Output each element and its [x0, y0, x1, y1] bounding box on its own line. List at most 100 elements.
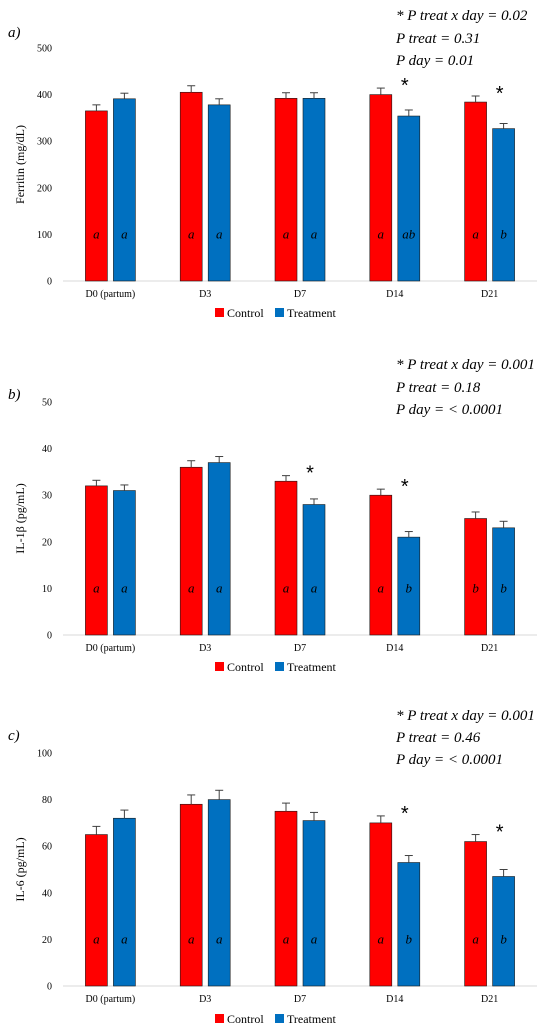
control-bar	[85, 834, 108, 987]
x-tick-label: D14	[386, 994, 403, 1005]
control-bar	[179, 91, 203, 282]
x-tick-label: D3	[199, 994, 211, 1005]
y-axis-title: IL-1β (pg/mL)	[13, 483, 27, 553]
y-tick-label: 100	[37, 749, 52, 760]
y-tick-label: 400	[37, 90, 52, 101]
significance-letter: a	[216, 226, 223, 241]
legend-treatment-swatch	[275, 1014, 284, 1023]
significance-letter: a	[121, 580, 128, 595]
legend-treatment-swatch	[275, 308, 284, 317]
control-bar	[85, 110, 108, 282]
significance-letter: a	[472, 931, 479, 946]
significance-letter: a	[283, 931, 290, 946]
significance-letter: a	[93, 931, 100, 946]
control-bar	[179, 466, 203, 636]
asterisk-marker: *	[496, 822, 504, 844]
y-tick-label: 0	[47, 982, 52, 993]
y-axis-title: IL-6 (pg/mL)	[13, 837, 27, 901]
legend-treatment-label: Treatment	[287, 660, 337, 674]
significance-letter: a	[311, 226, 318, 241]
treatment-bar	[302, 98, 326, 282]
x-tick-label: D0 (partum)	[86, 643, 136, 654]
control-bar	[274, 480, 298, 636]
significance-letter: a	[216, 580, 223, 595]
x-tick-label: D3	[199, 643, 211, 654]
significance-letter: ab	[402, 226, 416, 241]
control-bar	[274, 98, 298, 282]
legend-control-swatch	[215, 308, 224, 317]
stat-line: P treat = 0.46	[395, 730, 481, 746]
y-tick-label: 40	[42, 444, 52, 455]
stat-line: P day = < 0.0001	[395, 402, 503, 418]
significance-letter: b	[406, 931, 413, 946]
control-bar	[464, 101, 487, 282]
y-tick-label: 300	[37, 137, 52, 148]
control-bar	[369, 94, 393, 282]
significance-letter: a	[121, 226, 128, 241]
treatment-bar	[397, 862, 421, 987]
x-tick-label: D3	[199, 289, 211, 300]
y-tick-label: 40	[42, 888, 52, 899]
panel-a: a) * P treat x day = 0.02 P treat = 0.31 P …	[0, 0, 550, 332]
stat-line: P treat = 0.18	[395, 380, 481, 396]
y-tick-label: 100	[37, 230, 52, 241]
treatment-bar	[207, 104, 231, 282]
treatment-bar	[113, 490, 136, 636]
treatment-bar	[302, 820, 326, 987]
y-tick-label: 20	[42, 935, 52, 946]
control-bar	[369, 494, 393, 636]
significance-letter: a	[311, 931, 318, 946]
control-bar	[464, 518, 487, 636]
significance-letter: b	[500, 580, 507, 595]
stat-line: * P treat x day = 0.001	[396, 708, 535, 724]
il1b-chart: b) * P treat x day = 0.001 P treat = 0.18 P…	[8, 357, 537, 674]
significance-letter: b	[500, 226, 507, 241]
il6-chart: c) * P treat x day = 0.001 P treat = 0.46 P…	[8, 708, 537, 1026]
significance-letter: a	[93, 226, 100, 241]
significance-letter: a	[311, 580, 318, 595]
y-tick-label: 500	[37, 44, 52, 55]
legend-control-label: Control	[227, 1012, 264, 1026]
y-tick-label: 50	[42, 398, 52, 409]
legend-control-swatch	[215, 1014, 224, 1023]
treatment-bar	[492, 128, 515, 282]
treatment-bar	[207, 799, 231, 987]
x-tick-label: D21	[481, 643, 498, 654]
treatment-bar	[397, 536, 421, 636]
significance-letter: a	[378, 931, 385, 946]
asterisk-marker: *	[496, 83, 504, 105]
panel-label: b)	[8, 387, 21, 403]
significance-letter: a	[216, 931, 223, 946]
y-tick-label: 60	[42, 842, 52, 853]
x-tick-label: D0 (partum)	[86, 289, 136, 300]
stat-line: * P treat x day = 0.02	[396, 8, 528, 24]
significance-letter: a	[188, 580, 195, 595]
control-bar	[274, 810, 298, 987]
legend-control-label: Control	[227, 660, 264, 674]
x-tick-label: D0 (partum)	[86, 994, 136, 1005]
panel-label: a)	[8, 25, 21, 41]
legend-treatment-label: Treatment	[287, 1012, 337, 1026]
asterisk-marker: *	[401, 75, 409, 97]
y-tick-label: 200	[37, 183, 52, 194]
ferritin-chart: a) * P treat x day = 0.02 P treat = 0.31 P …	[8, 8, 537, 320]
y-tick-label: 0	[47, 631, 52, 642]
asterisk-marker: *	[401, 803, 409, 825]
significance-letter: b	[406, 580, 413, 595]
treatment-bar	[113, 817, 136, 987]
significance-letter: a	[472, 226, 479, 241]
legend-treatment-label: Treatment	[287, 306, 337, 320]
asterisk-marker: *	[401, 476, 409, 498]
significance-letter: a	[121, 931, 128, 946]
x-tick-label: D14	[386, 643, 403, 654]
control-bar	[85, 485, 108, 636]
panel-label: c)	[8, 728, 20, 744]
x-tick-label: D21	[481, 994, 498, 1005]
x-tick-label: D7	[294, 289, 306, 300]
legend-control-swatch	[215, 662, 224, 671]
treatment-bar	[113, 98, 136, 282]
x-tick-label: D7	[294, 643, 306, 654]
control-bar	[369, 822, 393, 987]
y-tick-label: 10	[42, 584, 52, 595]
stat-line: * P treat x day = 0.001	[396, 357, 535, 373]
